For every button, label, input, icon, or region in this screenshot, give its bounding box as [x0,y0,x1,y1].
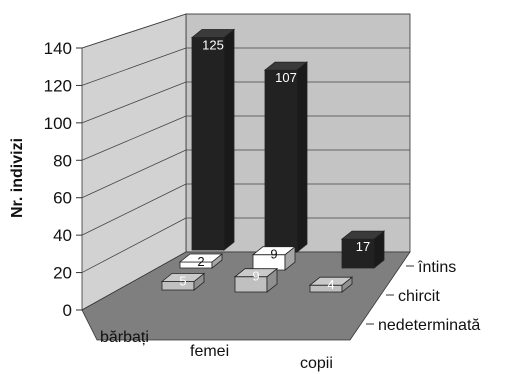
data-label: 9 [252,269,259,284]
category-labels: bărbați femei copii [100,329,333,372]
category-label: femei [190,343,229,360]
series-label: întins [417,259,456,276]
bar [251,245,297,271]
y-tick-label: 60 [53,189,72,208]
gridline [81,47,187,86]
gridline [81,81,187,124]
y-tick-label: 40 [53,226,72,245]
data-label: 2 [197,254,204,269]
bars [160,28,386,293]
data-label: 9 [270,247,277,262]
data-label: 5 [179,274,186,289]
series-label: nedeterminată [378,317,480,334]
bar [233,267,279,293]
gridline [81,217,187,273]
bar [160,272,206,291]
category-label: bărbați [100,329,149,346]
y-tick-label: 20 [53,264,72,283]
series-labels: întins chircit nedeterminată [366,259,480,334]
data-label: 125 [202,38,224,53]
gridline [81,115,187,161]
bar [263,61,309,253]
bar [178,253,224,269]
y-axis-label: Nr. indivizi [9,138,26,218]
bar [340,230,386,269]
y-tick-label: 120 [44,76,72,95]
gridline [81,13,187,49]
series-label: chircit [398,288,440,305]
data-label: 4 [327,277,334,292]
category-label: copii [300,355,333,372]
y-tick-label: 140 [44,39,72,58]
gridline [81,149,187,199]
data-label: 17 [356,239,370,254]
gridline [81,183,187,236]
bar [190,28,236,251]
data-label: 107 [275,70,297,85]
bar [308,276,354,293]
y-tick-label: 80 [53,151,72,170]
data-labels: 125 107 17 2 9 5 9 4 [179,38,370,293]
y-tick-label: 100 [44,114,72,133]
y-axis-ticks: 0 20 40 60 80 100 120 140 [44,39,82,320]
floor [81,251,411,341]
y-tick-label: 0 [63,301,72,320]
